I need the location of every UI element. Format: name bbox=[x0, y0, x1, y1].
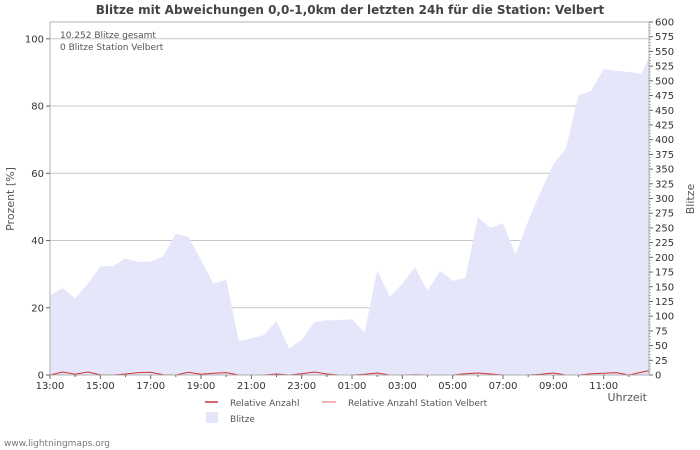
x-tick-label: 07:00 bbox=[489, 381, 518, 392]
right-tick-label: 550 bbox=[655, 47, 674, 58]
chart-title: Blitze mit Abweichungen 0,0-1,0km der le… bbox=[96, 3, 605, 17]
right-tick-label: 100 bbox=[655, 312, 674, 323]
right-tick-label: 25 bbox=[655, 356, 668, 367]
x-tick-label: 11:00 bbox=[589, 381, 618, 392]
left-tick-label: 0 bbox=[38, 371, 44, 382]
x-tick-label: 13:00 bbox=[36, 381, 65, 392]
right-tick-label: 225 bbox=[655, 238, 674, 249]
right-tick-label: 125 bbox=[655, 297, 674, 308]
legend-label-relative-anzahl: Relative Anzahl bbox=[230, 399, 299, 409]
x-axis: 13:00 15:00 17:00 19:00 21:00 23:00 01:00 03:00… bbox=[36, 375, 630, 392]
right-tick-label: 500 bbox=[655, 76, 674, 87]
right-tick-label: 575 bbox=[655, 32, 674, 43]
y-axis-left-label: Prozent [%] bbox=[4, 167, 17, 231]
x-tick-label: 21:00 bbox=[237, 381, 266, 392]
left-tick-label: 40 bbox=[31, 236, 44, 247]
x-tick-label: 17:00 bbox=[136, 381, 165, 392]
right-tick-label: 325 bbox=[655, 179, 674, 190]
blitze-area-layer bbox=[50, 57, 649, 376]
right-tick-label: 75 bbox=[655, 326, 668, 337]
right-tick-label: 475 bbox=[655, 91, 674, 102]
right-tick-label: 0 bbox=[655, 371, 661, 382]
legend-item-relative-anzahl: Relative Anzahl bbox=[205, 399, 299, 409]
right-tick-label: 150 bbox=[655, 282, 674, 293]
right-tick-label: 200 bbox=[655, 253, 674, 264]
left-tick-label: 60 bbox=[31, 169, 44, 180]
x-tick-label: 05:00 bbox=[438, 381, 467, 392]
right-tick-label: 400 bbox=[655, 135, 674, 146]
blitze-area bbox=[50, 57, 649, 376]
right-tick-label: 450 bbox=[655, 106, 674, 117]
right-tick-label: 300 bbox=[655, 194, 674, 205]
x-tick-label: 01:00 bbox=[338, 381, 367, 392]
x-tick-label: 09:00 bbox=[539, 381, 568, 392]
x-tick-label: 15:00 bbox=[86, 381, 115, 392]
x-axis-label: Uhrzeit bbox=[608, 391, 648, 404]
footer-source[interactable]: www.lightningmaps.org bbox=[4, 439, 110, 449]
right-axis: 0 25 50 75 100 125 150 175 200 225 250 275 300 325 350… bbox=[649, 18, 674, 382]
right-tick-label: 425 bbox=[655, 120, 674, 131]
right-tick-label: 275 bbox=[655, 209, 674, 220]
legend-label-relative-anzahl-station: Relative Anzahl Station Velbert bbox=[348, 399, 488, 409]
left-tick-label: 20 bbox=[31, 303, 44, 314]
right-tick-label: 50 bbox=[655, 341, 668, 352]
x-tick-label: 19:00 bbox=[187, 381, 216, 392]
left-tick-label: 100 bbox=[25, 34, 44, 45]
right-tick-label: 375 bbox=[655, 150, 674, 161]
x-tick-label: 23:00 bbox=[287, 381, 316, 392]
right-tick-label: 250 bbox=[655, 223, 674, 234]
legend-label-blitze: Blitze bbox=[230, 415, 255, 425]
left-axis: 0 20 40 60 80 100 bbox=[25, 34, 50, 382]
x-tick-label: 03:00 bbox=[388, 381, 417, 392]
legend-item-relative-anzahl-station: Relative Anzahl Station Velbert bbox=[322, 399, 488, 409]
legend-swatch-blitze bbox=[206, 412, 218, 423]
left-tick-label: 80 bbox=[31, 102, 44, 113]
info-station-strikes: 0 Blitze Station Velbert bbox=[60, 43, 164, 53]
legend-item-blitze: Blitze bbox=[206, 412, 255, 425]
y-axis-right-label: Blitze bbox=[684, 184, 697, 215]
right-tick-label: 525 bbox=[655, 62, 674, 73]
right-tick-label: 175 bbox=[655, 268, 674, 279]
right-tick-label: 350 bbox=[655, 165, 674, 176]
legend: Relative Anzahl Relative Anzahl Station … bbox=[205, 399, 488, 425]
info-total-strikes: 10.252 Blitze gesamt bbox=[60, 31, 156, 41]
right-tick-label: 600 bbox=[655, 18, 674, 29]
